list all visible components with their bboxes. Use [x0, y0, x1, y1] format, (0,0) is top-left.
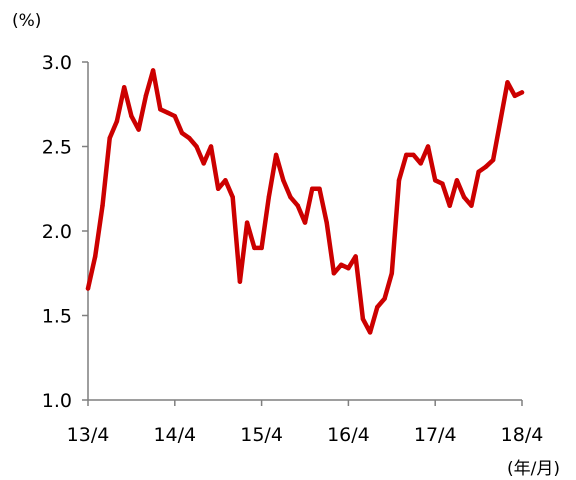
data-point — [194, 144, 199, 149]
data-point — [382, 296, 387, 301]
data-point — [425, 144, 431, 149]
data-point — [136, 127, 141, 132]
x-tick-label: 16/4 — [327, 424, 370, 446]
data-point — [114, 119, 120, 124]
y-tick-label: 1.0 — [42, 390, 72, 412]
data-point — [107, 135, 112, 141]
data-point — [244, 220, 250, 225]
data-point — [122, 85, 127, 90]
data-point — [375, 304, 380, 310]
data-point — [143, 93, 149, 99]
data-point — [331, 271, 337, 276]
data-point — [367, 330, 373, 335]
data-point — [339, 262, 344, 267]
data-point — [317, 186, 322, 191]
data-point — [237, 279, 243, 284]
series-line — [85, 68, 525, 335]
data-point — [208, 144, 214, 149]
data-point — [259, 245, 264, 251]
data-point — [512, 93, 517, 99]
data-point — [310, 186, 315, 191]
data-point — [404, 152, 409, 158]
data-point — [476, 169, 481, 174]
data-point — [266, 195, 271, 200]
data-point — [360, 316, 366, 322]
data-point — [461, 195, 467, 200]
data-point — [187, 135, 192, 141]
data-point — [223, 178, 228, 183]
data-point — [447, 203, 452, 208]
data-point — [519, 90, 525, 95]
x-tick-label: 15/4 — [240, 424, 283, 446]
data-point — [353, 254, 358, 259]
data-point — [281, 178, 286, 183]
data-point — [483, 164, 488, 169]
data-point — [490, 157, 496, 163]
data-point — [302, 220, 308, 225]
data-point — [324, 220, 329, 225]
data-point — [498, 119, 503, 124]
data-point — [418, 161, 423, 166]
data-point — [454, 178, 460, 183]
data-point — [346, 266, 351, 271]
y-tick-label: 3.0 — [42, 52, 72, 74]
data-point — [295, 203, 300, 208]
data-point — [158, 107, 163, 112]
data-point — [172, 113, 177, 119]
data-point — [469, 203, 474, 208]
data-point — [389, 271, 394, 276]
x-tick-label: 18/4 — [501, 424, 544, 446]
data-point — [93, 254, 98, 259]
y-unit-label: (%) — [12, 11, 41, 31]
x-unit-label: (年/月) — [507, 459, 560, 479]
y-tick-label: 2.5 — [42, 137, 72, 159]
x-tick-label: 13/4 — [67, 424, 110, 446]
data-point — [85, 286, 91, 291]
data-point — [150, 68, 156, 73]
data-point — [230, 195, 235, 200]
data-point — [396, 178, 402, 183]
data-point — [100, 203, 105, 208]
series-layer — [85, 68, 525, 335]
data-point — [433, 178, 438, 183]
x-tick-label: 17/4 — [414, 424, 457, 446]
data-point — [273, 152, 279, 158]
data-point — [179, 130, 185, 136]
data-point — [201, 161, 206, 166]
data-point — [165, 110, 170, 115]
data-point — [288, 195, 293, 200]
axes: 1.0 1.5 2.0 2.5 3.0 13/4 14/4 15/4 16/4 17/4 18/4 — [42, 52, 544, 446]
data-point — [216, 186, 221, 191]
data-point — [440, 181, 445, 186]
data-point — [411, 152, 416, 158]
y-tick-label: 1.5 — [42, 306, 72, 328]
data-point — [129, 113, 134, 119]
x-tick-label: 14/4 — [153, 424, 196, 446]
data-point — [252, 245, 257, 251]
data-point — [505, 80, 510, 85]
y-tick-label: 2.0 — [42, 221, 72, 243]
